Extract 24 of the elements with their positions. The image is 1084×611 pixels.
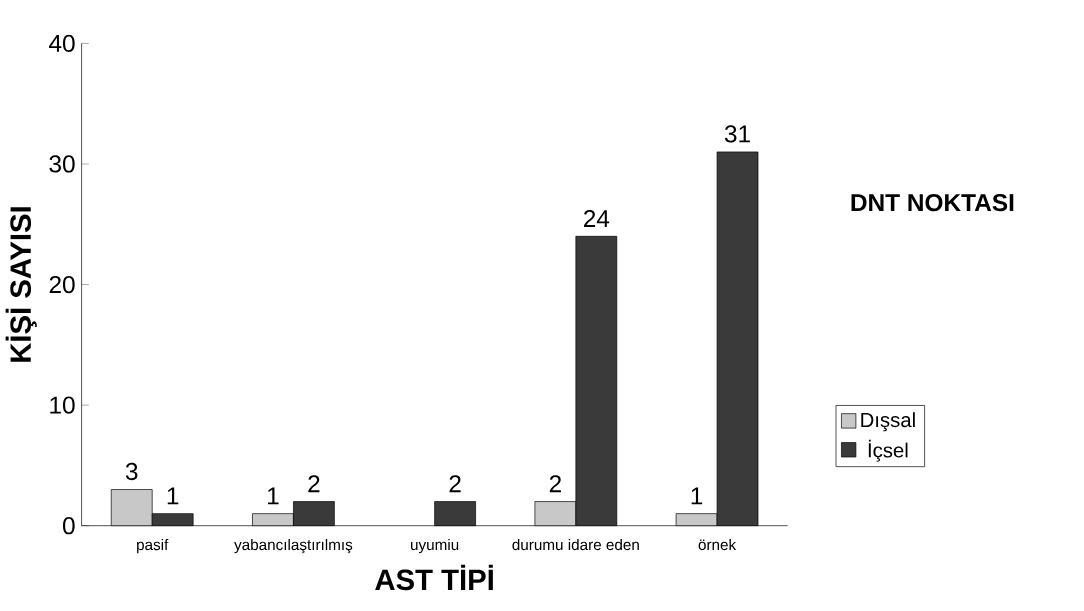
data-label: 2 bbox=[308, 475, 320, 493]
y-tick-label: 30 bbox=[49, 155, 75, 173]
y-tick-label: 40 bbox=[49, 34, 75, 53]
data-label: 3 bbox=[125, 463, 138, 481]
x-tick-label: yabancılaştırılmış bbox=[234, 539, 353, 554]
data-label: 2 bbox=[449, 475, 461, 493]
y-tick-label: 0 bbox=[62, 517, 75, 535]
legend-label: Dışsal bbox=[861, 412, 915, 432]
text: DNT NOKTASI bbox=[851, 194, 1014, 212]
data-label: 1 bbox=[268, 487, 279, 505]
y-tick-label: 20 bbox=[49, 276, 75, 294]
data-label: 1 bbox=[167, 487, 179, 505]
y-tick-label: 10 bbox=[50, 396, 75, 414]
data-label: 2 bbox=[549, 475, 561, 493]
x-tick-label: uyumiu bbox=[411, 539, 459, 554]
x-tick-label: pasif bbox=[137, 539, 169, 554]
x-axis-title: AST TİPİ bbox=[375, 565, 493, 591]
x-tick-label: durumu idare eden bbox=[512, 539, 639, 551]
legend-label: İçsel bbox=[868, 439, 908, 462]
data-label: 24 bbox=[583, 210, 610, 228]
y-axis-title: KİŞİ SAYISI bbox=[5, 207, 37, 363]
data-label: 1 bbox=[691, 487, 703, 505]
x-tick-label: örnek bbox=[698, 539, 737, 551]
data-label: 31 bbox=[724, 125, 750, 143]
